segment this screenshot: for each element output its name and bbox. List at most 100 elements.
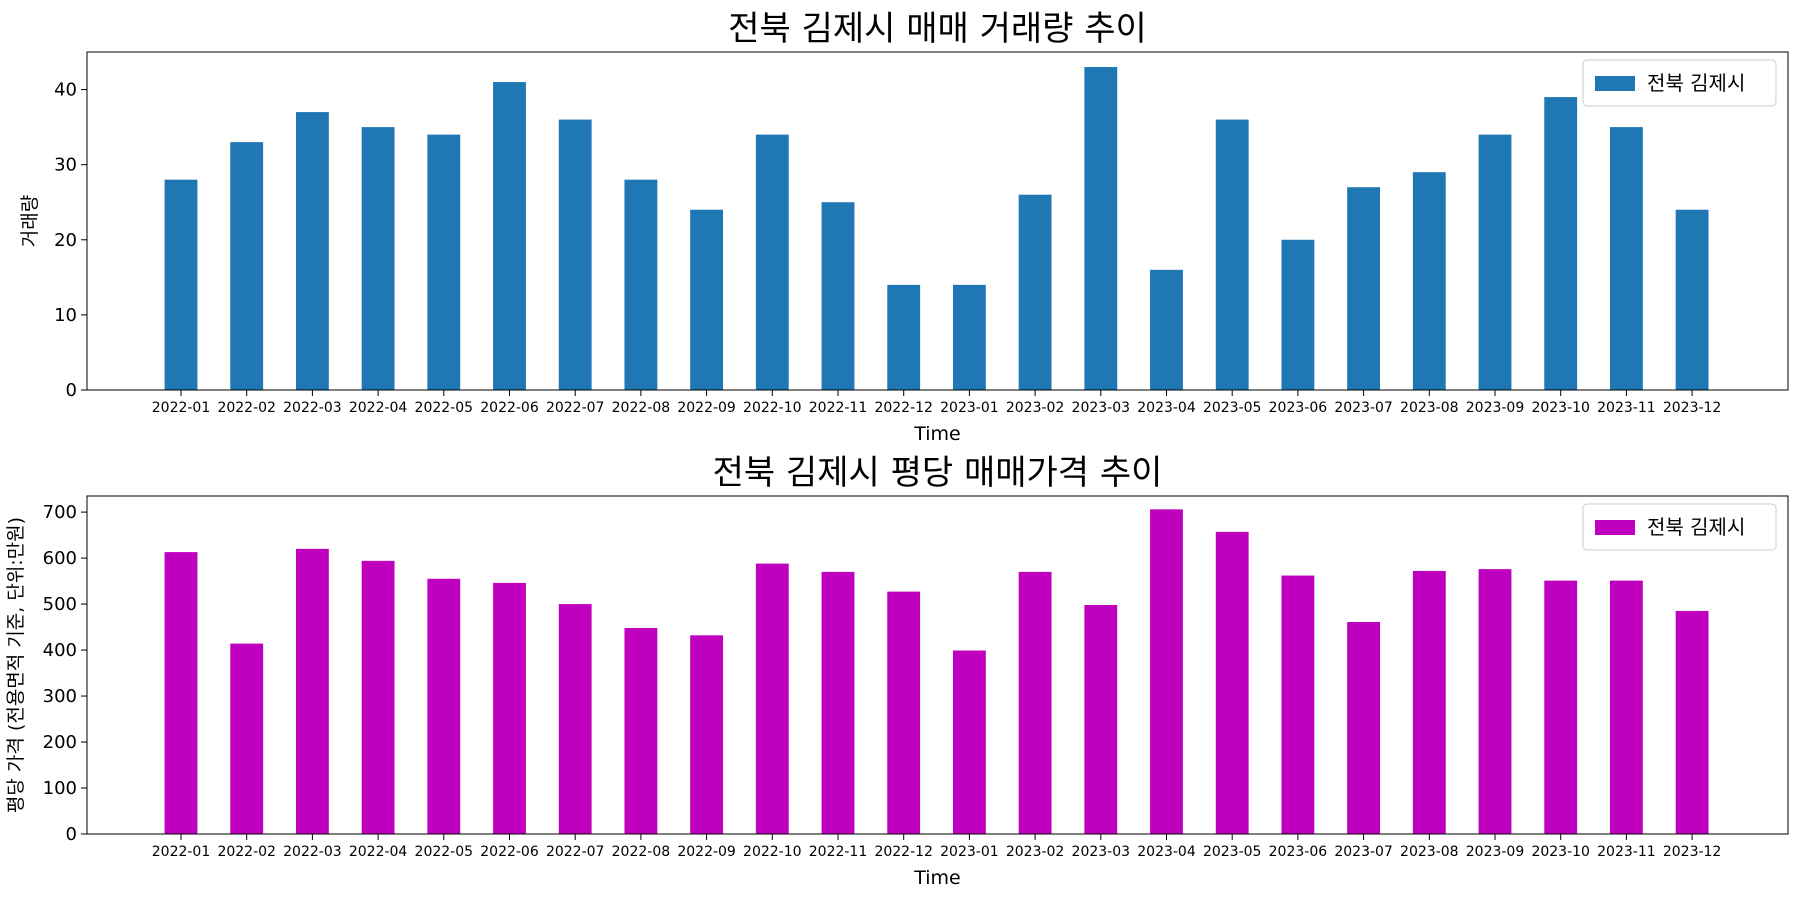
- bar-2022-03: [295, 548, 329, 834]
- x-tick-label: 2023-07: [1334, 400, 1393, 416]
- bar-2023-02: [1018, 194, 1052, 390]
- bar-2022-04: [361, 560, 395, 834]
- x-tick-label: 2023-03: [1072, 400, 1131, 416]
- x-tick-label: 2022-11: [809, 844, 868, 860]
- legend-label: 전북 김제시: [1647, 71, 1745, 95]
- x-tick-label: 2022-03: [283, 844, 342, 860]
- y-tick-label: 10: [54, 305, 77, 326]
- bar-2022-05: [427, 578, 461, 834]
- x-tick-label: 2023-10: [1531, 400, 1590, 416]
- x-tick-label: 2023-05: [1203, 844, 1262, 860]
- bar-2022-07: [558, 604, 592, 834]
- x-tick-label: 2022-04: [349, 400, 408, 416]
- x-tick-label: 2023-10: [1531, 844, 1590, 860]
- y-axis-label: 거래량: [19, 195, 41, 247]
- x-tick-label: 2022-01: [152, 844, 211, 860]
- bar-2023-03: [1084, 67, 1118, 391]
- x-tick-label: 2022-10: [743, 844, 802, 860]
- x-tick-label: 2022-05: [415, 400, 474, 416]
- y-tick-label: 0: [66, 824, 77, 845]
- bar-2023-03: [1084, 604, 1118, 834]
- x-tick-label: 2023-04: [1137, 844, 1196, 860]
- x-tick-label: 2023-01: [940, 400, 999, 416]
- x-tick-label: 2023-01: [940, 844, 999, 860]
- x-tick-label: 2023-04: [1137, 400, 1196, 416]
- legend-box: [1582, 59, 1777, 107]
- bar-2023-09: [1478, 569, 1512, 834]
- legend-swatch: [1595, 520, 1635, 535]
- bar-2023-07: [1347, 622, 1381, 834]
- bar-2023-10: [1544, 97, 1578, 391]
- bar-2022-06: [493, 82, 526, 391]
- bar-2023-05: [1215, 119, 1249, 390]
- y-tick-label: 600: [43, 548, 77, 569]
- bar-2022-09: [690, 635, 724, 834]
- x-tick-label: 2022-11: [809, 400, 868, 416]
- x-tick-label: 2023-11: [1597, 844, 1656, 860]
- x-tick-label: 2022-02: [217, 844, 276, 860]
- bar-2023-08: [1412, 570, 1446, 834]
- bar-2023-06: [1281, 575, 1315, 834]
- y-tick-label: 300: [43, 686, 77, 707]
- legend-label: 전북 김제시: [1647, 515, 1745, 539]
- bar-2022-11: [821, 202, 855, 390]
- bar-2023-08: [1412, 172, 1446, 390]
- bar-2022-08: [624, 627, 658, 834]
- bar-2023-05: [1215, 531, 1249, 834]
- x-axis-label: Time: [913, 867, 961, 889]
- bar-2023-06: [1281, 239, 1315, 390]
- x-tick-label: 2023-06: [1269, 844, 1328, 860]
- x-tick-label: 2022-07: [546, 400, 605, 416]
- x-tick-label: 2023-11: [1597, 400, 1656, 416]
- bar-2022-09: [690, 209, 724, 390]
- bar-2023-09: [1478, 134, 1512, 390]
- x-tick-label: 2022-06: [480, 400, 539, 416]
- bar-2022-03: [295, 112, 329, 390]
- plot-frame: [86, 495, 1789, 835]
- bar-2022-12: [887, 284, 921, 390]
- legend-swatch: [1595, 76, 1635, 91]
- bar-2023-12: [1675, 610, 1709, 834]
- bar-2022-08: [624, 179, 658, 390]
- y-tick-label: 100: [43, 778, 77, 799]
- bar-2023-02: [1018, 571, 1052, 834]
- bar-2023-04: [1150, 269, 1183, 390]
- x-tick-label: 2022-08: [612, 844, 671, 860]
- x-tick-label: 2022-06: [480, 844, 539, 860]
- y-tick-label: 30: [54, 155, 77, 176]
- bar-2022-10: [755, 134, 789, 390]
- bar-2022-12: [887, 591, 921, 834]
- x-tick-label: 2022-07: [546, 844, 605, 860]
- y-tick-label: 500: [43, 594, 77, 615]
- y-axis-label: 평당 가격 (전용면적 기준, 단위:만원): [5, 517, 27, 813]
- y-tick-label: 200: [43, 732, 77, 753]
- x-tick-label: 2022-12: [874, 844, 933, 860]
- y-tick-label: 20: [54, 230, 77, 251]
- y-tick-label: 0: [66, 380, 77, 401]
- bar-2022-02: [230, 643, 264, 834]
- x-tick-label: 2022-12: [874, 400, 933, 416]
- bar-2022-10: [755, 563, 789, 834]
- x-tick-label: 2022-09: [677, 400, 736, 416]
- bar-2022-01: [164, 552, 198, 834]
- x-tick-label: 2022-05: [415, 844, 474, 860]
- x-tick-label: 2023-05: [1203, 400, 1262, 416]
- x-tick-label: 2023-09: [1466, 844, 1525, 860]
- y-tick-label: 40: [54, 80, 77, 101]
- x-axis-label: Time: [913, 423, 961, 445]
- x-tick-label: 2023-02: [1006, 844, 1065, 860]
- x-tick-label: 2023-07: [1334, 844, 1393, 860]
- bar-2022-07: [558, 119, 592, 390]
- bar-2023-11: [1609, 127, 1643, 390]
- x-tick-label: 2023-03: [1072, 844, 1131, 860]
- x-tick-label: 2023-06: [1269, 400, 1328, 416]
- x-tick-label: 2022-01: [152, 400, 211, 416]
- bar-2023-01: [952, 284, 986, 390]
- y-tick-label: 400: [43, 640, 77, 661]
- bar-2023-04: [1150, 509, 1183, 834]
- bar-2022-02: [230, 142, 264, 390]
- x-tick-label: 2022-10: [743, 400, 802, 416]
- plot-frame: [86, 51, 1789, 391]
- legend-box: [1582, 503, 1777, 551]
